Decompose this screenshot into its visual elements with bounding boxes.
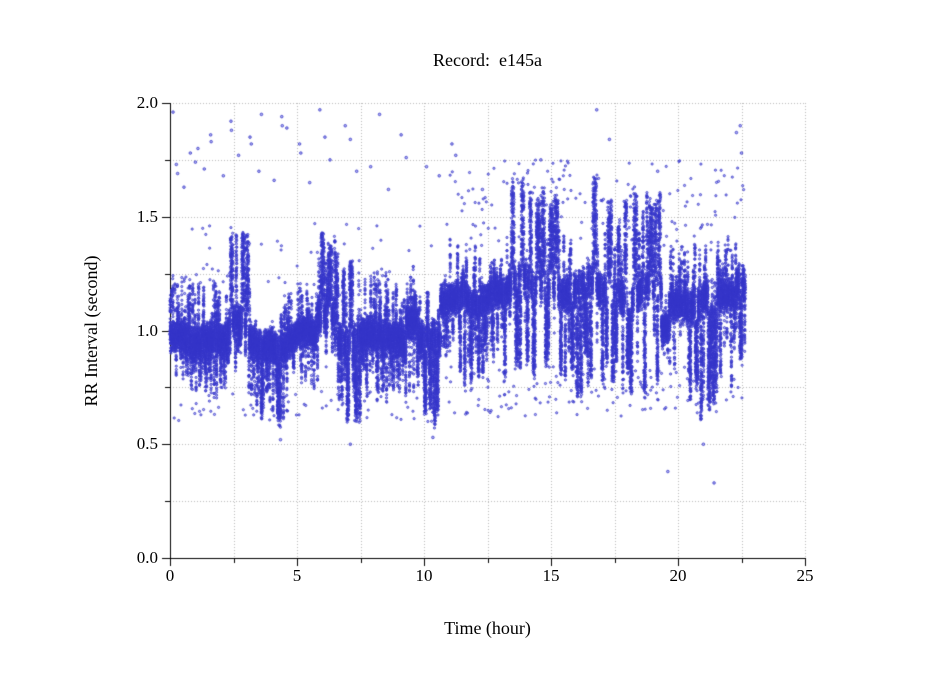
chart-title: Record: e145a (433, 50, 542, 70)
x-tick-label-5: 5 (292, 566, 302, 585)
x-tick-label-20: 20 (669, 566, 687, 585)
x-tick-label-0: 0 (165, 566, 175, 585)
x-tick-label-10: 10 (415, 566, 433, 585)
y-tick-label-0.0: 0.0 (136, 548, 158, 567)
x-tick-label-25: 25 (796, 566, 814, 585)
y-tick-label-0.5: 0.5 (136, 434, 158, 453)
x-tick-label-15: 15 (542, 566, 560, 585)
x-axis-title: Time (hour) (444, 618, 531, 638)
y-tick-label-2.0: 2.0 (136, 93, 158, 112)
y-tick-label-1.5: 1.5 (136, 207, 158, 226)
y-tick-label-1.0: 1.0 (136, 321, 158, 340)
